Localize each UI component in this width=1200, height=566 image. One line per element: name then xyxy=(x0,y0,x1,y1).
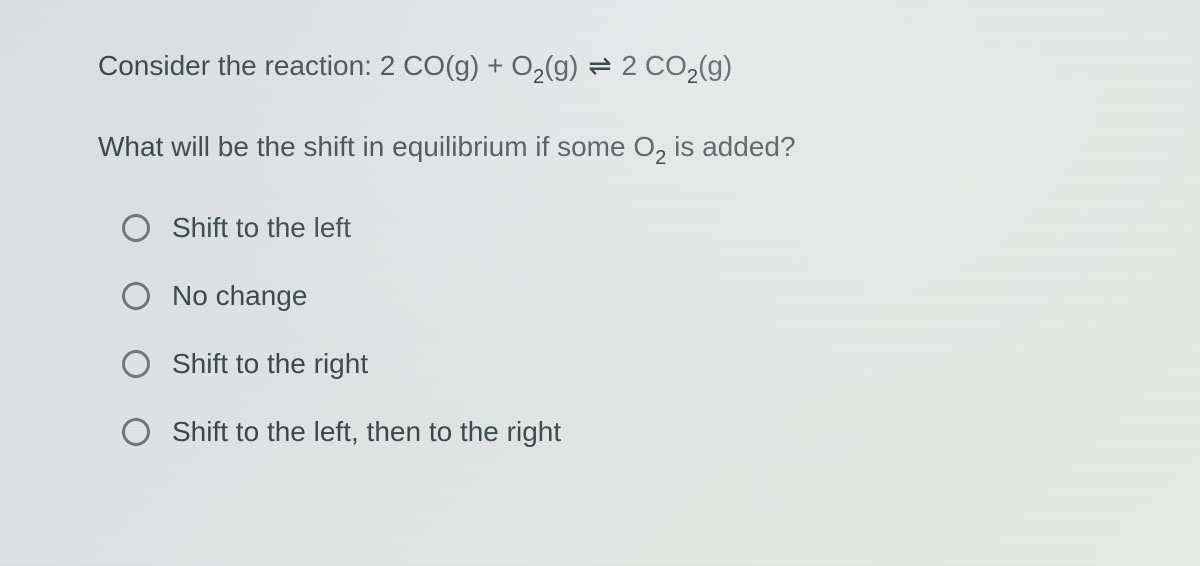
prompt-prefix: What will be the shift in equilibrium if… xyxy=(98,131,633,162)
radio-icon xyxy=(122,282,150,310)
options-group: Shift to the left No change Shift to the… xyxy=(98,212,1110,448)
reaction-coef-2: 2 xyxy=(622,50,638,81)
option-label: Shift to the left xyxy=(172,212,351,244)
question-prefix: Consider the reaction: xyxy=(98,50,380,81)
option-label: Shift to the left, then to the right xyxy=(172,416,561,448)
reaction-species-2-sub: 2 xyxy=(533,66,544,88)
equilibrium-arrow-icon: ⇌ xyxy=(586,48,613,84)
option-label: No change xyxy=(172,280,307,312)
option-radio[interactable]: Shift to the left, then to the right xyxy=(122,416,1110,448)
reaction-plus: + xyxy=(487,50,511,81)
reaction-species-3-suffix: (g) xyxy=(698,50,732,81)
question-prompt-line: What will be the shift in equilibrium if… xyxy=(98,129,1110,170)
reaction-coef-1: 2 xyxy=(380,50,396,81)
reaction-species-3-base: CO xyxy=(645,50,687,81)
reaction-species-2-base: O xyxy=(511,50,533,81)
reaction-species-1: CO(g) xyxy=(403,50,479,81)
reaction-species-3-sub: 2 xyxy=(687,66,698,88)
option-radio[interactable]: Shift to the left xyxy=(122,212,1110,244)
option-label: Shift to the right xyxy=(172,348,368,380)
question-reaction-line: Consider the reaction: 2 CO(g) + O2(g) ⇌… xyxy=(98,48,1110,89)
prompt-suffix: is added? xyxy=(666,131,795,162)
reaction-species-2-suffix: (g) xyxy=(544,50,578,81)
prompt-species-sub: 2 xyxy=(655,147,666,169)
radio-icon xyxy=(122,350,150,378)
radio-icon xyxy=(122,214,150,242)
prompt-species-base: O xyxy=(633,131,655,162)
option-radio[interactable]: Shift to the right xyxy=(122,348,1110,380)
option-radio[interactable]: No change xyxy=(122,280,1110,312)
radio-icon xyxy=(122,418,150,446)
